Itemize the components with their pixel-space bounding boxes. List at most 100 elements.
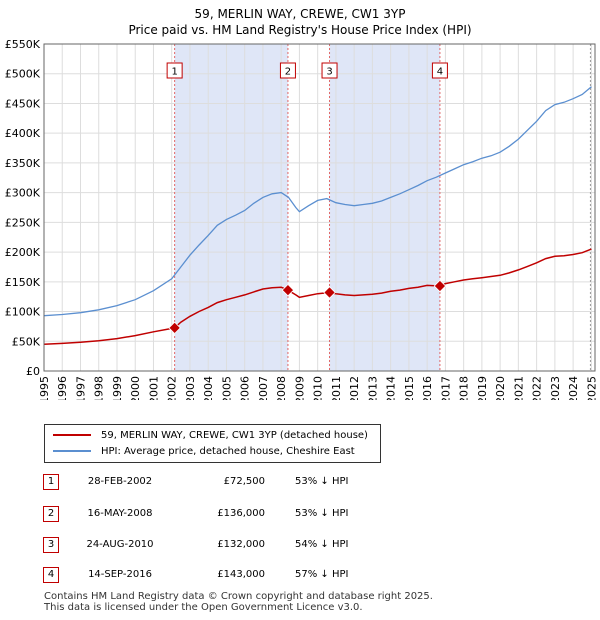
sale-badge-label: 2 bbox=[285, 67, 291, 78]
x-tick-label: 2004 bbox=[202, 376, 215, 400]
transaction-date: 14-SEP-2016 bbox=[88, 569, 152, 580]
sale-badge bbox=[431, 62, 448, 79]
x-tick-label: 2019 bbox=[476, 376, 489, 400]
title-line-2: Price paid vs. HM Land Registry's House … bbox=[128, 23, 472, 37]
plot-frame bbox=[43, 43, 596, 372]
x-tick-label: 1998 bbox=[93, 376, 106, 400]
x-tick-label: 2016 bbox=[421, 376, 434, 400]
transaction-price: £136,000 bbox=[217, 508, 265, 519]
sale-badge-label: 1 bbox=[171, 67, 177, 78]
table-row: 4 14-SEP-2016 £143,000 57% ↓ HPI bbox=[0, 567, 600, 587]
legend: 59, MERLIN WAY, CREWE, CW1 3YP (detached… bbox=[44, 424, 381, 463]
legend-label-hpi: HPI: Average price, detached house, Ches… bbox=[101, 446, 355, 457]
title-line-1: 59, MERLIN WAY, CREWE, CW1 3YP bbox=[194, 7, 406, 21]
x-tick-label: 2021 bbox=[512, 376, 525, 400]
y-tick-label: £250K bbox=[5, 216, 41, 229]
legend-swatch-hpi bbox=[53, 450, 91, 452]
y-tick-label: £550K bbox=[5, 38, 41, 51]
x-tick-label: 2001 bbox=[147, 376, 160, 400]
transaction-badge: 3 bbox=[43, 537, 59, 553]
x-tick-label: 2020 bbox=[494, 376, 507, 400]
price-line bbox=[43, 248, 592, 345]
series bbox=[43, 86, 592, 345]
y-tick-label: £150K bbox=[5, 276, 41, 289]
footer-line-1: Contains HM Land Registry data © Crown c… bbox=[44, 591, 433, 602]
price-chart: 1 2 3 4 £0 £50K £100K £150K £200K £250K £300K £350… bbox=[5, 38, 599, 400]
x-tick-label: 1999 bbox=[111, 376, 124, 400]
transaction-hpi: 53% ↓ HPI bbox=[295, 508, 349, 519]
legend-item-hpi: HPI: Average price, detached house, Ches… bbox=[53, 445, 355, 459]
transaction-price: £132,000 bbox=[217, 539, 265, 550]
x-tick-label: 2000 bbox=[129, 376, 142, 400]
transaction-date: 16-MAY-2008 bbox=[87, 508, 153, 519]
x-tick-label: 2012 bbox=[348, 376, 361, 400]
sale-badge-label: 3 bbox=[326, 67, 332, 78]
y-tick-label: £350K bbox=[5, 157, 41, 170]
sale-point bbox=[323, 286, 336, 299]
footer: Contains HM Land Registry data © Crown c… bbox=[44, 591, 433, 613]
x-tick-label: 2005 bbox=[220, 376, 233, 400]
sale-badge bbox=[279, 62, 296, 79]
grid bbox=[43, 43, 595, 372]
x-tick-label: 1995 bbox=[38, 376, 51, 400]
x-tick-label: 1996 bbox=[56, 376, 69, 400]
legend-label-price: 59, MERLIN WAY, CREWE, CW1 3YP (detached… bbox=[101, 430, 368, 441]
x-tick-label: 2017 bbox=[439, 376, 452, 400]
x-tick-label: 2015 bbox=[403, 376, 416, 400]
x-tick-label: 2022 bbox=[531, 376, 544, 400]
y-tick-label: £100K bbox=[5, 306, 41, 319]
sale-badge-label: 4 bbox=[437, 67, 443, 78]
hpi-line bbox=[43, 86, 592, 317]
sale-point bbox=[433, 279, 447, 293]
x-tick-label: 1997 bbox=[74, 376, 87, 400]
y-tick-label: £50K bbox=[12, 335, 41, 348]
transaction-hpi: 54% ↓ HPI bbox=[295, 539, 349, 550]
x-tick-label: 2006 bbox=[239, 376, 252, 400]
sale-point bbox=[168, 321, 181, 335]
y-tick-label: £200K bbox=[5, 246, 41, 259]
sale-vlines bbox=[174, 44, 441, 371]
table-row: 3 24-AUG-2010 £132,000 54% ↓ HPI bbox=[0, 537, 600, 557]
x-tick-label: 2003 bbox=[184, 376, 197, 400]
x-tick-label: 2009 bbox=[293, 376, 306, 400]
x-tick-label: 2014 bbox=[385, 376, 398, 400]
table-row: 1 28-FEB-2002 £72,500 53% ↓ HPI bbox=[0, 474, 600, 494]
table-row: 2 16-MAY-2008 £136,000 53% ↓ HPI bbox=[0, 506, 600, 526]
footer-line-2: This data is licensed under the Open Gov… bbox=[44, 602, 363, 613]
x-tick-label: 2002 bbox=[166, 376, 179, 400]
transaction-hpi: 53% ↓ HPI bbox=[295, 476, 349, 487]
transaction-date: 24-AUG-2010 bbox=[86, 539, 154, 550]
x-tick-label: 2007 bbox=[257, 376, 270, 400]
transaction-price: £72,500 bbox=[223, 476, 265, 487]
x-tick-label: 2011 bbox=[330, 376, 343, 400]
transaction-hpi: 57% ↓ HPI bbox=[295, 569, 349, 580]
x-tick-label: 2010 bbox=[312, 376, 325, 400]
y-tick-label: £450K bbox=[5, 97, 41, 110]
x-tick-label: 2008 bbox=[275, 376, 288, 400]
shaded-ranges bbox=[174, 44, 440, 371]
y-tick-label: £500K bbox=[5, 68, 41, 81]
sale-badge bbox=[321, 62, 338, 79]
transaction-badge: 1 bbox=[43, 474, 59, 490]
x-tick-label: 2013 bbox=[366, 376, 379, 400]
y-tick-label: £400K bbox=[5, 127, 41, 140]
y-tick-label: £300K bbox=[5, 187, 41, 200]
legend-swatch-price bbox=[53, 434, 91, 436]
legend-item-price: 59, MERLIN WAY, CREWE, CW1 3YP (detached… bbox=[53, 429, 368, 443]
chart-title: 59, MERLIN WAY, CREWE, CW1 3YP Price pai… bbox=[0, 6, 600, 38]
sale-point bbox=[281, 283, 295, 297]
shaded-range bbox=[174, 44, 288, 371]
sale-badge bbox=[166, 62, 183, 79]
axes: £0 £50K £100K £150K £200K £250K £300K £350K £400… bbox=[5, 38, 599, 400]
x-tick-label: 2023 bbox=[549, 376, 562, 400]
sale-markers: 1 2 3 4 bbox=[166, 62, 448, 335]
transaction-price: £143,000 bbox=[217, 569, 265, 580]
x-tick-label: 2025 bbox=[585, 376, 598, 400]
y-tick-label: £0 bbox=[26, 365, 40, 378]
transaction-badge: 4 bbox=[43, 567, 59, 583]
x-tick-label: 2024 bbox=[567, 376, 580, 400]
x-tick-label: 2018 bbox=[458, 376, 471, 400]
transaction-date: 28-FEB-2002 bbox=[87, 476, 153, 487]
shaded-range bbox=[329, 44, 440, 371]
transaction-badge: 2 bbox=[43, 506, 59, 522]
